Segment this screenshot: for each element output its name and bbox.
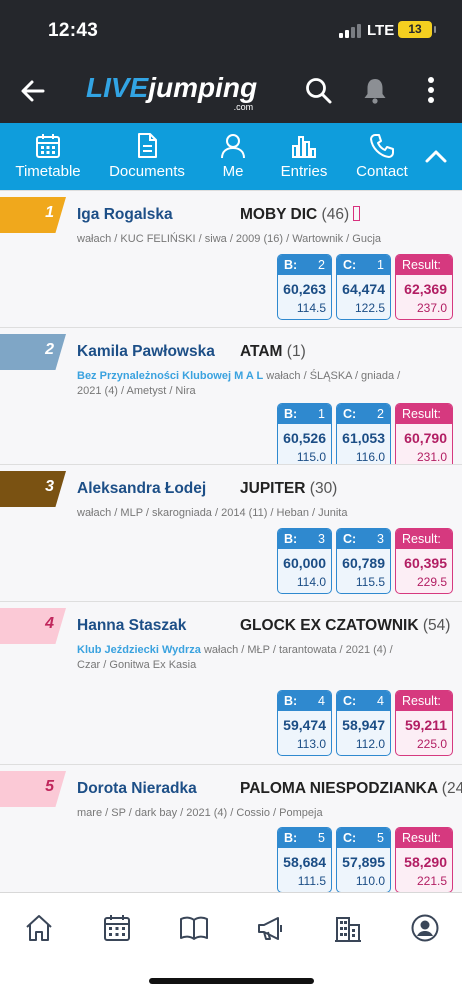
result-score: Result: 60,790 231.0 bbox=[395, 403, 453, 469]
tab-label: Timetable bbox=[15, 163, 81, 180]
calendar-icon[interactable] bbox=[102, 913, 132, 943]
account-icon[interactable] bbox=[410, 913, 440, 943]
horse-details: Klub Jeździecki Wydrza wałach / MŁP / ta… bbox=[77, 644, 393, 671]
result-row[interactable]: 2 Kamila Pawłowska ATAM (1) Bez Przynale… bbox=[0, 327, 462, 469]
app-header: LIVEjumping .com bbox=[0, 58, 462, 123]
arrow-left-icon[interactable] bbox=[18, 76, 48, 106]
home-indicator bbox=[149, 978, 314, 984]
rank-badge: 5 bbox=[0, 771, 66, 807]
judge-b-score: B: 3 60,000 114.0 bbox=[277, 528, 332, 594]
rider-name[interactable]: Hanna Staszak bbox=[77, 617, 187, 634]
search-icon[interactable] bbox=[303, 75, 333, 105]
megaphone-icon[interactable] bbox=[256, 913, 286, 943]
flag-icon bbox=[353, 206, 361, 221]
rider-name[interactable]: Dorota Nieradka bbox=[77, 780, 197, 797]
horse-name[interactable]: PALOMA NIESPODZIANKA (24) bbox=[240, 780, 462, 797]
tab-documents[interactable]: Documents bbox=[104, 123, 190, 190]
judge-c-score: C: 4 58,947 112.0 bbox=[336, 690, 391, 756]
judge-b-score: B: 2 60,263 114.5 bbox=[277, 254, 332, 320]
horse-details: wałach / KUC FELIŃSKI / siwa / 2009 (16)… bbox=[77, 233, 382, 245]
result-score: Result: 62,369 237.0 bbox=[395, 254, 453, 320]
judge-b-score: B: 1 60,526 115.0 bbox=[277, 403, 332, 469]
rider-name[interactable]: Aleksandra Łodej bbox=[77, 480, 207, 497]
more-vertical-icon[interactable] bbox=[416, 75, 446, 105]
tab-label: Me bbox=[222, 163, 244, 180]
status-time: 12:43 bbox=[48, 20, 99, 41]
judge-c-score: C: 2 61,053 116.0 bbox=[336, 403, 391, 469]
tab-label: Documents bbox=[109, 163, 185, 180]
result-score: Result: 58,290 221.5 bbox=[395, 827, 453, 892]
phone-icon bbox=[370, 134, 394, 158]
club-name: Bez Przynależności Klubowej M A L bbox=[77, 370, 264, 382]
tab-label: Entries bbox=[280, 163, 328, 180]
tab-label: Contact bbox=[356, 163, 408, 180]
status-bar: 12:43 LTE 13 bbox=[0, 0, 462, 58]
book-icon[interactable] bbox=[179, 913, 209, 943]
rider-name[interactable]: Kamila Pawłowska bbox=[77, 343, 215, 360]
judge-c-score: C: 3 60,789 115.5 bbox=[336, 528, 391, 594]
tab-entries[interactable]: Entries bbox=[274, 123, 334, 190]
rank-badge: 1 bbox=[0, 197, 66, 233]
horse-name[interactable]: MOBY DIC (46) bbox=[240, 206, 361, 224]
tab-contact[interactable]: Contact bbox=[348, 123, 416, 190]
rank-badge: 3 bbox=[0, 471, 66, 507]
livejumping-logo[interactable]: LIVEjumping .com bbox=[86, 72, 258, 112]
calendar-icon bbox=[36, 134, 60, 158]
tab-timetable[interactable]: Timetable bbox=[8, 123, 88, 190]
chevron-up-icon[interactable] bbox=[422, 143, 450, 171]
judge-c-score: C: 5 57,895 110.0 bbox=[336, 827, 391, 892]
judge-b-score: B: 4 59,474 113.0 bbox=[277, 690, 332, 756]
rank-badge: 4 bbox=[0, 608, 66, 644]
buildings-icon[interactable] bbox=[333, 913, 363, 943]
rank-badge: 2 bbox=[0, 334, 66, 370]
horse-details: wałach / MLP / skarogniada / 2014 (11) /… bbox=[77, 507, 348, 519]
result-score: Result: 59,211 225.0 bbox=[395, 690, 453, 756]
horse-name[interactable]: ATAM (1) bbox=[240, 343, 306, 360]
judge-c-score: C: 1 64,474 122.5 bbox=[336, 254, 391, 320]
battery-icon: 13 bbox=[398, 21, 436, 38]
tab-bar: Timetable Documents Me Entries Contact bbox=[0, 123, 462, 190]
result-row[interactable]: 1 Iga Rogalska MOBY DIC (46) wałach / KU… bbox=[0, 190, 462, 327]
results-list[interactable]: 1 Iga Rogalska MOBY DIC (46) wałach / KU… bbox=[0, 190, 462, 892]
bell-icon[interactable] bbox=[360, 75, 390, 105]
person-icon bbox=[221, 134, 245, 159]
rider-name[interactable]: Iga Rogalska bbox=[77, 206, 173, 223]
home-icon[interactable] bbox=[24, 913, 54, 943]
horse-name[interactable]: GLOCK EX CZATOWNIK (54) bbox=[240, 617, 451, 634]
result-row[interactable]: 3 Aleksandra Łodej JUPITER (30) wałach /… bbox=[0, 464, 462, 601]
document-icon bbox=[138, 133, 157, 158]
signal-icon bbox=[339, 24, 363, 38]
bar-chart-icon bbox=[292, 136, 316, 158]
result-score: Result: 60,395 229.5 bbox=[395, 528, 453, 594]
result-row[interactable]: 4 Hanna Staszak GLOCK EX CZATOWNIK (54) … bbox=[0, 601, 462, 764]
club-name: Klub Jeździecki Wydrza bbox=[77, 644, 201, 656]
horse-details: mare / SP / dark bay / 2021 (4) / Cossio… bbox=[77, 807, 323, 819]
network-label: LTE bbox=[367, 22, 395, 39]
tab-me[interactable]: Me bbox=[206, 123, 260, 190]
judge-b-score: B: 5 58,684 111.5 bbox=[277, 827, 332, 892]
result-row[interactable]: 5 Dorota Nieradka PALOMA NIESPODZIANKA (… bbox=[0, 764, 462, 892]
horse-details: Bez Przynależności Klubowej M A L wałach… bbox=[77, 370, 401, 397]
horse-name[interactable]: JUPITER (30) bbox=[240, 480, 338, 497]
